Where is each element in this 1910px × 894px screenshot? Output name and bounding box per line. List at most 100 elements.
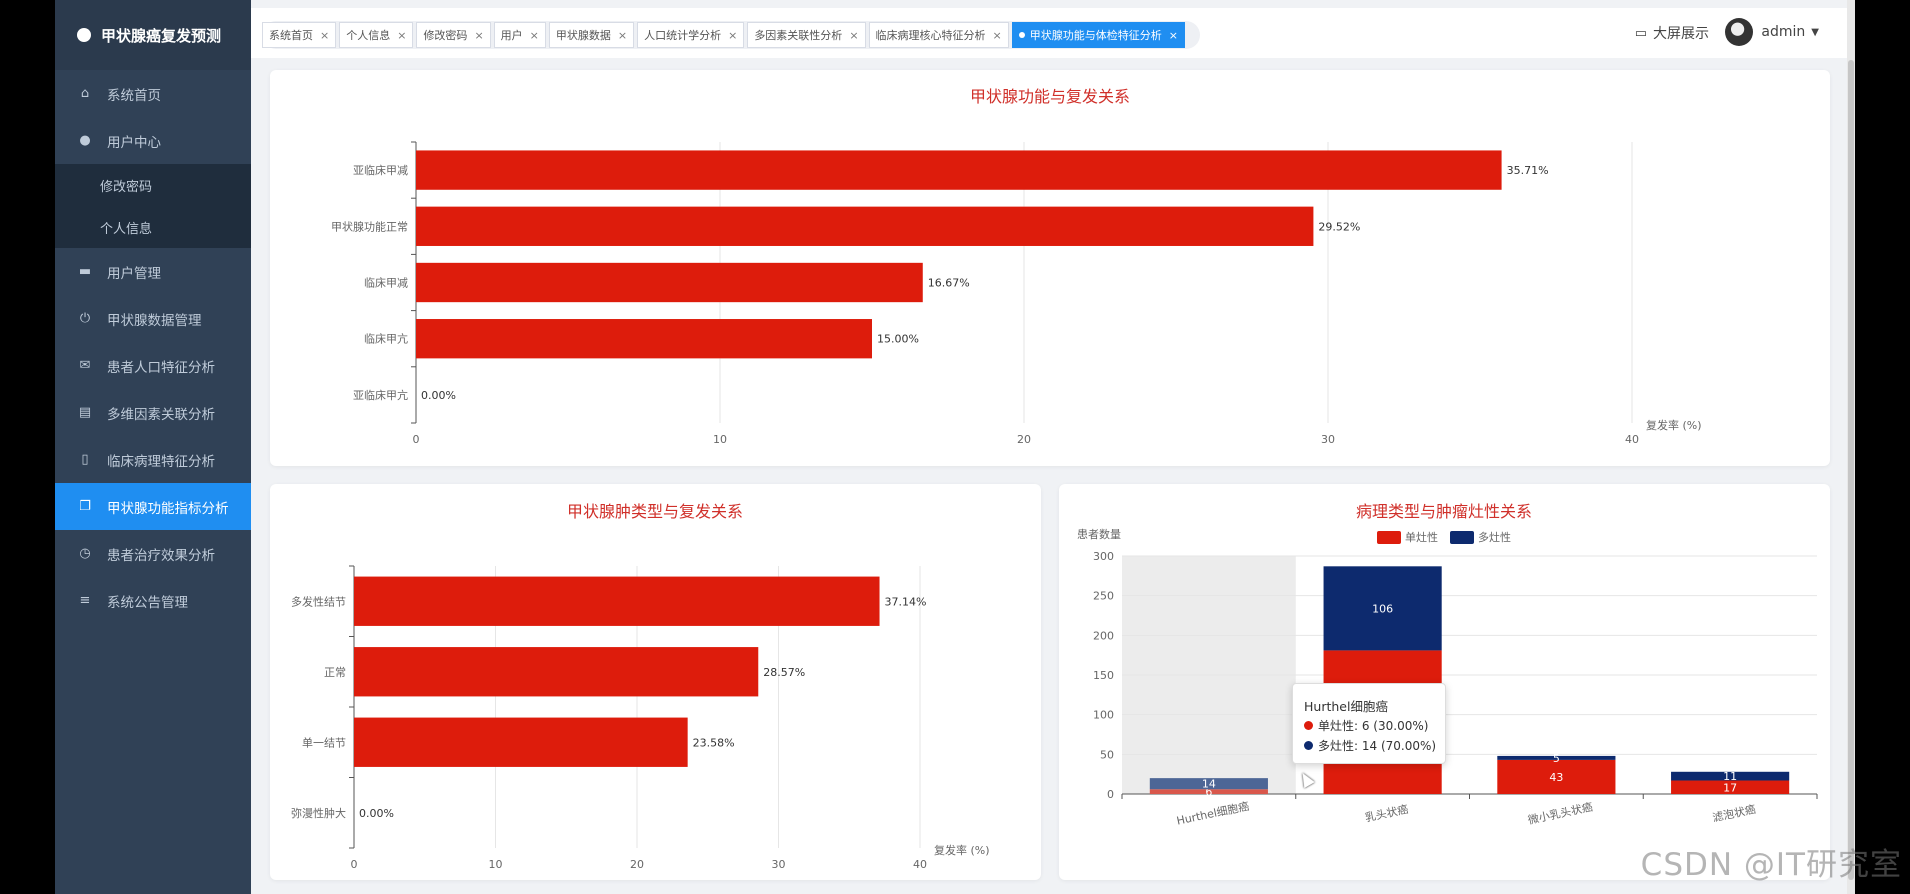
tab-multifactor[interactable]: 多因素关联性分析 × xyxy=(747,22,866,48)
tabs-bar: 系统首页 × 个人信息 × 修改密码 × 用户 × 甲状腺数据 × 人口统计学分析 × 多因… xyxy=(262,21,1200,49)
y-tick-label: 多发性结节 xyxy=(291,594,346,608)
close-icon[interactable]: × xyxy=(617,28,628,42)
y-tick-label: 正常 xyxy=(324,666,346,679)
data-label: 0.00% xyxy=(359,807,394,820)
close-icon[interactable]: × xyxy=(397,28,407,42)
data-label: 0.00% xyxy=(421,389,456,402)
tab-label: 甲状腺功能与体检特征分析 xyxy=(1029,29,1162,42)
bar-segment xyxy=(1497,759,1616,794)
sidebar-item-treatment[interactable]: ◷ 患者治疗效果分析 xyxy=(55,530,251,577)
legend-label: 单灶性 xyxy=(1405,530,1438,544)
scrollbar-thumb[interactable] xyxy=(1848,60,1854,880)
tab-pathology[interactable]: 临床病理核心特征分析 × xyxy=(868,22,1009,48)
page-scrollbar[interactable] xyxy=(1847,0,1855,894)
chart-thyroid-function-recurrence: 甲状腺功能与复发关系 0 10 20 30 40 亚临床甲减 35.71% 甲状腺功能正常 29.… xyxy=(331,87,1702,446)
tab-change-password[interactable]: 修改密码 × xyxy=(416,22,491,48)
user-manage-icon: ▬ xyxy=(78,264,92,279)
sidebar-item-announcements[interactable]: ≡ 系统公告管理 xyxy=(55,577,251,624)
sidebar-item-label: 修改密码 xyxy=(100,179,153,195)
tab-home[interactable]: 系统首页 × xyxy=(262,22,337,48)
data-label: 29.52% xyxy=(1318,220,1360,233)
y-tick-label: 250 xyxy=(1093,590,1114,603)
bar xyxy=(416,319,872,359)
x-tick-label: 0 xyxy=(351,858,358,871)
tab-thyroid-function[interactable]: 甲状腺功能与体检特征分析 × xyxy=(1011,22,1185,48)
sidebar-item-pathology[interactable]: ▯ 临床病理特征分析 xyxy=(55,436,251,483)
copy-icon: ❐ xyxy=(79,499,91,514)
phone-icon: ▯ xyxy=(81,452,89,467)
x-tick-label: 40 xyxy=(1625,433,1639,446)
y-tick-label: 甲状腺功能正常 xyxy=(331,219,408,233)
series-dot-icon xyxy=(1304,721,1313,730)
data-label: 11 xyxy=(1723,770,1737,783)
bar xyxy=(416,262,923,303)
tooltip-row-text: 多灶性: 14 (70.00%) xyxy=(1318,739,1437,753)
tab-label: 个人信息 xyxy=(346,29,391,42)
user-menu[interactable]: admin ▼ xyxy=(1725,18,1819,46)
x-tick-label: 10 xyxy=(489,858,503,871)
close-icon[interactable]: × xyxy=(992,28,1002,42)
data-label: 37.14% xyxy=(885,595,927,608)
bigscreen-label: 大屏展示 xyxy=(1653,26,1709,42)
sidebar-subitem-profile[interactable]: 个人信息 xyxy=(55,206,251,248)
y-tick-label: 临床甲减 xyxy=(364,276,408,290)
top-bar: 系统首页 × 个人信息 × 修改密码 × 用户 × 甲状腺数据 × 人口统计学分析 × 多因… xyxy=(251,8,1855,58)
sidebar-item-thyroid-function[interactable]: ❐ 甲状腺功能指标分析 xyxy=(55,483,251,530)
close-icon[interactable]: × xyxy=(474,28,484,42)
bar-segment xyxy=(1323,566,1442,651)
sidebar-item-multifactor[interactable]: ▤ 多维因素关联分析 xyxy=(55,389,251,436)
y-tick-label: 单一结节 xyxy=(302,736,346,749)
sidebar-item-thyroid-data[interactable]: ⏻ 甲状腺数据管理 xyxy=(55,295,251,342)
power-icon: ⏻ xyxy=(79,311,91,326)
bar xyxy=(416,206,1314,246)
x-tick-label: 20 xyxy=(630,858,644,871)
sidebar-subitem-change-password[interactable]: 修改密码 xyxy=(55,164,251,206)
y-tick-label: 150 xyxy=(1093,669,1114,682)
sidebar-item-demographics[interactable]: ✉ 患者人口特征分析 xyxy=(55,342,251,389)
chart-tooltip: Hurthel细胞癌 单灶性: 6 (30.00%) 多灶性: 14 (70.0… xyxy=(1292,683,1446,764)
x-tick-label: Hurthel细胞癌 xyxy=(1175,799,1250,828)
sidebar-item-label: 甲状腺功能指标分析 xyxy=(107,500,229,517)
bigscreen-button[interactable]: ▭ 大屏展示 xyxy=(1635,23,1709,43)
tooltip-row-text: 单灶性: 6 (30.00%) xyxy=(1318,719,1429,733)
sidebar-item-label: 临床病理特征分析 xyxy=(107,453,215,470)
tab-demographics[interactable]: 人口统计学分析 × xyxy=(637,22,745,48)
bar xyxy=(354,647,759,697)
data-label: 23.58% xyxy=(693,736,735,749)
app-window: 甲状腺癌复发预测 ⌂ 系统首页 ● 用户中心 修改密码 个人信息 ▬ 用户管理 … xyxy=(55,0,1855,894)
sidebar-item-label: 用户管理 xyxy=(107,265,161,282)
tab-label: 甲状腺数据 xyxy=(555,29,611,42)
sidebar-item-home[interactable]: ⌂ 系统首页 xyxy=(55,70,251,117)
bar xyxy=(354,576,880,626)
legend-swatch xyxy=(1377,531,1401,544)
y-tick-label: 200 xyxy=(1093,629,1114,642)
sidebar-item-label: 患者人口特征分析 xyxy=(107,359,215,376)
tab-label: 系统首页 xyxy=(269,29,313,42)
chart-title: 病理类型与肿瘤灶性关系 xyxy=(1356,502,1532,521)
x-tick-label: 滤泡状癌 xyxy=(1711,802,1757,825)
sidebar-item-user-center[interactable]: ● 用户中心 xyxy=(55,117,251,164)
close-icon[interactable]: × xyxy=(320,28,330,42)
tab-label: 人口统计学分析 xyxy=(644,29,722,42)
tooltip-title: Hurthel细胞癌 xyxy=(1304,699,1388,714)
tab-thyroid-data[interactable]: 甲状腺数据 × xyxy=(548,22,635,48)
y-tick-label: 300 xyxy=(1093,550,1114,563)
close-icon[interactable]: × xyxy=(728,28,738,42)
close-icon[interactable]: × xyxy=(849,28,859,42)
chart-card-thyroid-function: 甲状腺功能与复发关系 0 10 20 30 40 亚临床甲减 35.71% 甲状腺功能正常 29.… xyxy=(270,70,1830,466)
data-label: 15.00% xyxy=(877,333,919,346)
sidebar-item-user-manage[interactable]: ▬ 用户管理 xyxy=(55,248,251,295)
tooltip-row: 多灶性: 14 (70.00%) xyxy=(1304,737,1436,754)
close-icon[interactable]: × xyxy=(529,28,539,42)
tab-label: 修改密码 xyxy=(423,29,468,42)
x-tick-label: 0 xyxy=(413,433,420,446)
tab-users[interactable]: 用户 × xyxy=(493,22,546,48)
bar xyxy=(354,717,688,767)
tab-profile[interactable]: 个人信息 × xyxy=(339,22,414,48)
logo-icon xyxy=(77,28,91,42)
sidebar-item-label: 用户中心 xyxy=(107,134,161,151)
bar-segment xyxy=(1149,789,1268,794)
app-brand: 甲状腺癌复发预测 xyxy=(55,0,251,70)
close-icon[interactable]: × xyxy=(1168,28,1178,42)
